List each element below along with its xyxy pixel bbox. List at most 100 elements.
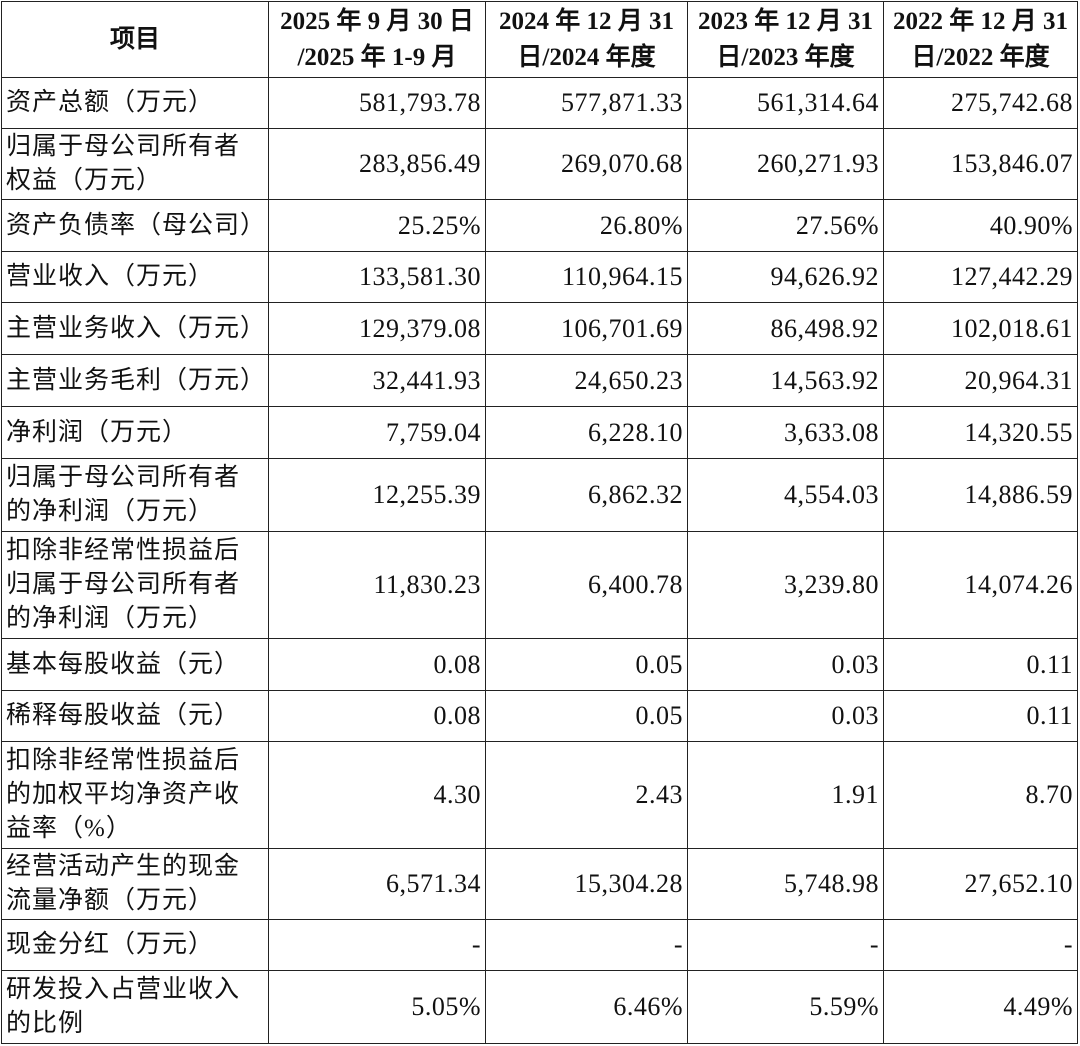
header-text: 2024 年 12 月 31 [498, 7, 674, 35]
header-cell: 项目 [1, 1, 269, 78]
value-cell: 102,018.61 [883, 302, 1078, 355]
value-cell: - [687, 919, 884, 971]
value-cell: 94,626.92 [687, 251, 884, 303]
row-label: 基本每股收益（元） [1, 638, 269, 691]
table-row: 资产负债率（母公司） 25.25% 26.80% 27.56% 40.90% [1, 199, 1078, 252]
value-cell: 15,304.28 [485, 848, 688, 920]
table-row: 主营业务收入（万元） 129,379.08 106,701.69 86,498.92 1… [1, 302, 1078, 355]
value-cell: 8.70 [883, 741, 1078, 849]
row-label: 现金分红（万元） [1, 919, 269, 971]
value-cell: 0.05 [485, 690, 688, 742]
label-text: 研发投入占营业收入 [6, 976, 241, 1003]
header-text: 日/2024 年度 [517, 43, 656, 71]
value-cell: 581,793.78 [268, 77, 486, 129]
value-cell: 6,228.10 [485, 406, 688, 459]
value-cell: 0.11 [883, 638, 1078, 691]
value-cell: 6,400.78 [485, 531, 688, 639]
row-label: 主营业务毛利（万元） [1, 354, 269, 407]
value-cell: - [268, 919, 486, 971]
table-row: 扣除非经常性损益后 的加权平均净资产收 益率（%） 4.30 2.43 1.91 8.70 [1, 741, 1078, 849]
header-row: 项目 2025 年 9 月 30 日/2025 年 1-9 月 2024 年 12 … [1, 1, 1078, 78]
row-label: 归属于母公司所有者 权益（万元） [1, 128, 269, 200]
value-cell: 40.90% [883, 199, 1078, 252]
value-cell: 20,964.31 [883, 354, 1078, 407]
value-cell: 3,633.08 [687, 406, 884, 459]
label-text: 营业收入（万元） [6, 263, 215, 290]
value-cell: 127,442.29 [883, 251, 1078, 303]
value-cell: 4.49% [883, 970, 1078, 1044]
value-cell: 86,498.92 [687, 302, 884, 355]
value-cell: 26.80% [485, 199, 688, 252]
value-cell: 269,070.68 [485, 128, 688, 200]
value-cell: 4,554.03 [687, 458, 884, 532]
row-label: 经营活动产生的现金 流量净额（万元） [1, 848, 269, 920]
value-cell: - [883, 919, 1078, 971]
value-cell: 5,748.98 [687, 848, 884, 920]
label-text: 扣除非经常性损益后 [6, 747, 241, 774]
value-cell: 577,871.33 [485, 77, 688, 129]
value-cell: 0.11 [883, 690, 1078, 742]
value-cell: 110,964.15 [485, 251, 688, 303]
label-text: 流量净额（万元） [6, 887, 215, 914]
value-cell: 0.03 [687, 638, 884, 691]
value-cell: 12,255.39 [268, 458, 486, 532]
label-text: 益率（%） [6, 815, 132, 842]
label-text: 净利润（万元） [6, 418, 189, 446]
row-label: 主营业务收入（万元） [1, 302, 269, 355]
table-row: 研发投入占营业收入 的比例 5.05% 6.46% 5.59% 4.49% [1, 970, 1078, 1044]
table-row: 稀释每股收益（元） 0.08 0.05 0.03 0.11 [1, 690, 1078, 742]
label-text: 现金分红（万元） [6, 931, 215, 958]
value-cell: 0.05 [485, 638, 688, 691]
value-cell: 275,742.68 [883, 77, 1078, 129]
value-cell: 6,862.32 [485, 458, 688, 532]
value-cell: 0.03 [687, 690, 884, 742]
value-cell: 5.05% [268, 970, 486, 1044]
table-row: 现金分红（万元） - - - - [1, 919, 1078, 971]
value-cell: 32,441.93 [268, 354, 486, 407]
header-text: 项目 [109, 25, 160, 53]
header-text: 2023 年 12 月 31 [697, 7, 873, 35]
value-cell: 4.30 [268, 741, 486, 849]
row-label: 资产负债率（母公司） [1, 199, 269, 252]
value-cell: 5.59% [687, 970, 884, 1044]
table-row: 资产总额（万元） 581,793.78 577,871.33 561,314.64 27… [1, 77, 1078, 129]
value-cell: 0.08 [268, 690, 486, 742]
header-cell: 2022 年 12 月 31 日/2022 年度 [883, 1, 1078, 78]
value-cell: 25.25% [268, 199, 486, 252]
label-text: 资产负债率（母公司） [6, 211, 267, 239]
row-label: 稀释每股收益（元） [1, 690, 269, 742]
table-row: 净利润（万元） 7,759.04 6,228.10 3,633.08 14,320.55 [1, 406, 1078, 459]
table-row: 基本每股收益（元） 0.08 0.05 0.03 0.11 [1, 638, 1078, 691]
label-text: 的比例 [6, 1010, 85, 1037]
header-cell: 2023 年 12 月 31 日/2023 年度 [687, 1, 884, 78]
header-text: 日/2022 年度 [911, 43, 1050, 71]
header-cell: 2024 年 12 月 31 日/2024 年度 [485, 1, 688, 78]
table-header: 项目 2025 年 9 月 30 日/2025 年 1-9 月 2024 年 12 … [1, 1, 1078, 78]
table-row: 扣除非经常性损益后 归属于母公司所有者 的净利润（万元） 11,830.23 6,400… [1, 531, 1078, 639]
label-text: 稀释每股收益（元） [6, 702, 241, 729]
value-cell: 27,652.10 [883, 848, 1078, 920]
value-cell: 2.43 [485, 741, 688, 849]
value-cell: - [485, 919, 688, 971]
header-text: /2025 年 1-9 月 [297, 43, 457, 71]
header-text: 2025 年 9 月 30 日 [280, 7, 474, 35]
value-cell: 14,074.26 [883, 531, 1078, 639]
value-cell: 561,314.64 [687, 77, 884, 129]
label-text: 归属于母公司所有者 [6, 133, 241, 160]
table-row: 经营活动产生的现金 流量净额（万元） 6,571.34 15,304.28 5,748.… [1, 848, 1078, 920]
label-text: 基本每股收益（元） [6, 650, 241, 678]
label-text: 的加权平均净资产收 [6, 781, 241, 808]
table-row: 归属于母公司所有者 权益（万元） 283,856.49 269,070.68 260,2… [1, 128, 1078, 200]
row-label: 研发投入占营业收入 的比例 [1, 970, 269, 1044]
row-label: 扣除非经常性损益后 的加权平均净资产收 益率（%） [1, 741, 269, 849]
header-text: 2022 年 12 月 31 [892, 7, 1068, 35]
label-text: 权益（万元） [6, 167, 163, 194]
value-cell: 0.08 [268, 638, 486, 691]
header-text: 日/2023 年度 [716, 43, 855, 71]
value-cell: 260,271.93 [687, 128, 884, 200]
row-label: 营业收入（万元） [1, 251, 269, 303]
row-label: 净利润（万元） [1, 406, 269, 459]
value-cell: 133,581.30 [268, 251, 486, 303]
